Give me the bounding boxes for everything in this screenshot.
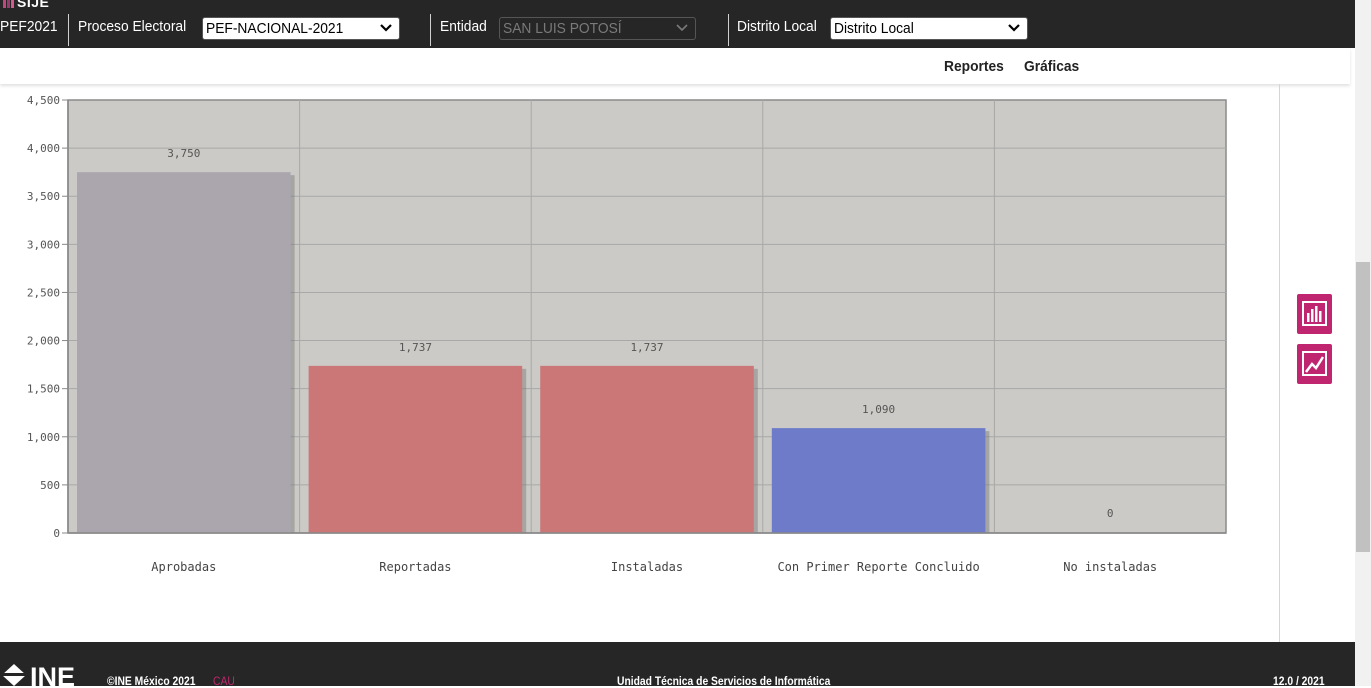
logo-bar (11, 0, 14, 8)
copyright-text: ©INE México 2021 (107, 674, 196, 688)
content-divider (1279, 84, 1280, 642)
y-tick-label: 4,000 (27, 142, 60, 155)
bar (308, 365, 523, 533)
proceso-select-value: PEF-NACIONAL-2021 (206, 20, 344, 37)
y-tick-label: 2,500 (27, 286, 60, 299)
version-text: 12.0 / 2021 (1273, 674, 1325, 688)
entidad-label: Entidad (440, 18, 487, 35)
process-code: PEF2021 (0, 18, 58, 35)
bar (77, 172, 291, 533)
distrito-label: Distrito Local (737, 18, 817, 35)
y-tick-label: 4,500 (27, 94, 60, 107)
y-tick-label: 3,500 (27, 190, 60, 203)
ine-logo: INE (2, 664, 75, 686)
footer: INE ©INE México 2021 CAU Unidad Técnica … (0, 642, 1355, 688)
divider (68, 14, 69, 46)
chevron-down-icon (676, 24, 688, 32)
nav-graficas[interactable]: Gráficas (1024, 58, 1080, 75)
data-label: 0 (1107, 507, 1114, 520)
bar-chart: 0 500 1,000 1,500 2,000 2,500 3,000 3,500 4,000 4… (27, 94, 1227, 574)
y-tick-label: 500 (40, 479, 60, 492)
bar (771, 428, 986, 533)
chevron-down-icon (380, 24, 392, 32)
proceso-select[interactable]: PEF-NACIONAL-2021 (202, 17, 400, 40)
line-chart-icon (1302, 351, 1327, 376)
ine-logo-text: INE (30, 664, 75, 686)
scrollbar-thumb[interactable] (1356, 262, 1370, 552)
chevron-down-icon (1008, 24, 1020, 32)
sub-navigation: Reportes Gráficas (0, 48, 1350, 84)
data-label: 1,090 (862, 403, 895, 416)
data-label: 1,737 (399, 341, 432, 354)
sije-logo[interactable]: SIJE (3, 0, 50, 10)
bar (540, 365, 754, 533)
y-tick-label: 1,000 (27, 431, 60, 444)
data-label: 3,750 (167, 147, 200, 160)
y-tick-label: 1,500 (27, 383, 60, 396)
logo-text: SIJE (17, 0, 50, 10)
y-tick-label: 3,000 (27, 238, 60, 251)
entidad-select[interactable]: SAN LUIS POTOSÍ (499, 17, 696, 40)
entidad-select-value: SAN LUIS POTOSÍ (503, 20, 622, 37)
category-label: Con Primer Reporte Concluido (777, 560, 979, 574)
y-tick-label: 2,000 (27, 335, 60, 348)
nav-reportes[interactable]: Reportes (944, 58, 1004, 75)
bar-chart-button[interactable] (1297, 294, 1332, 334)
divider (430, 14, 431, 46)
y-tick-label: 0 (53, 527, 60, 540)
top-bar: SIJE PEF2021 Proceso Electoral PEF-NACIO… (0, 0, 1355, 48)
unit-text: Unidad Técnica de Servicios de Informáti… (617, 674, 831, 688)
distrito-select-value: Distrito Local (834, 20, 914, 37)
distrito-select[interactable]: Distrito Local (830, 17, 1028, 40)
proceso-label: Proceso Electoral (78, 18, 187, 35)
category-label: Reportadas (379, 560, 451, 574)
cau-link[interactable]: CAU (213, 674, 235, 688)
category-label: No instaladas (1063, 560, 1157, 574)
data-label: 1,737 (630, 341, 663, 354)
divider (728, 14, 729, 46)
logo-bar (3, 0, 6, 8)
category-label: Instaladas (611, 560, 683, 574)
category-label: Aprobadas (151, 560, 216, 574)
bar-chart-icon (1302, 301, 1327, 326)
logo-bar (7, 0, 10, 8)
line-chart-button[interactable] (1297, 344, 1332, 384)
